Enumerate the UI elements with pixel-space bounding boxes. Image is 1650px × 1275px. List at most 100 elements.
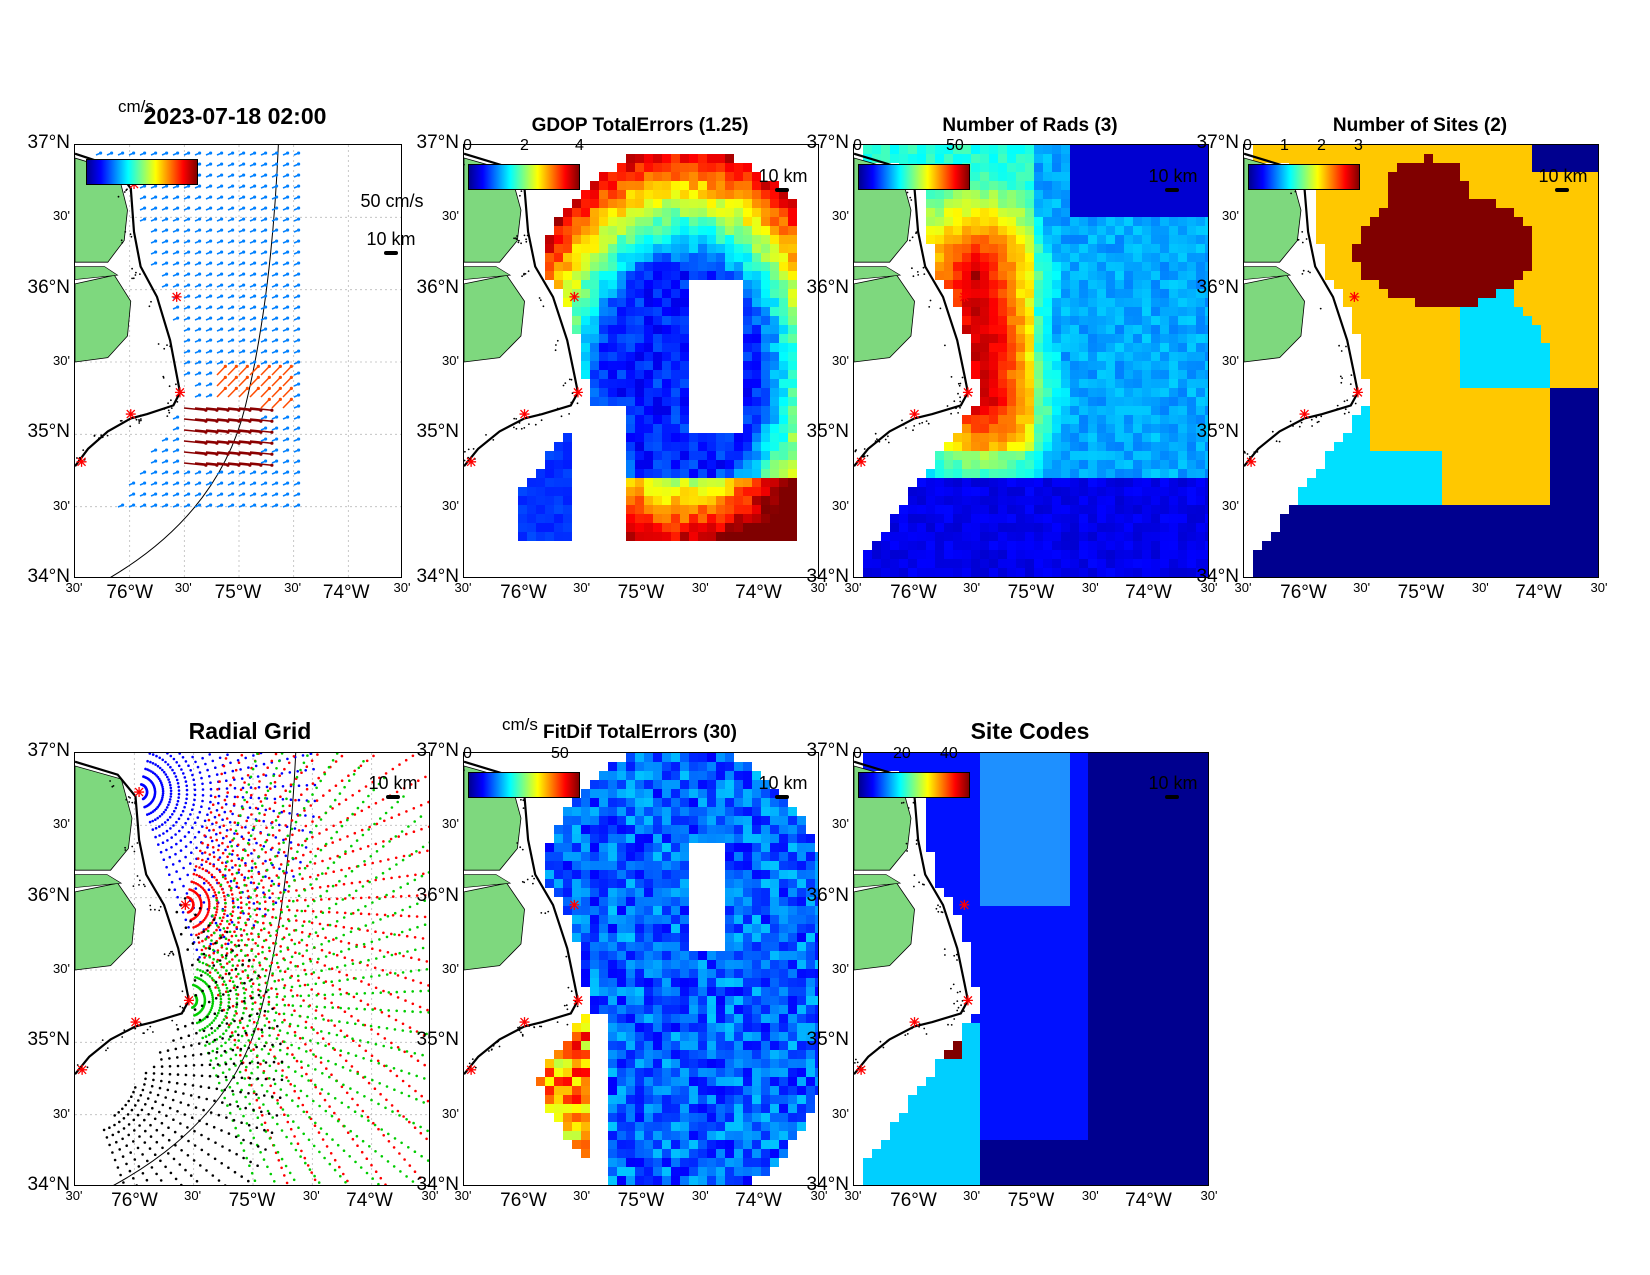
data-cell (1343, 451, 1352, 460)
data-cell (725, 478, 734, 487)
data-cell (989, 244, 998, 253)
data-cell (1406, 325, 1415, 334)
vector-head (176, 151, 179, 154)
data-cell (644, 424, 653, 433)
data-cell (1415, 379, 1424, 388)
data-cell (734, 505, 743, 514)
data-cell (743, 424, 752, 433)
data-cell (680, 316, 689, 325)
data-cell (680, 460, 689, 469)
data-cell (1352, 505, 1361, 514)
data-cell (1442, 361, 1451, 370)
data-cell (707, 505, 716, 514)
data-cell (1151, 469, 1160, 478)
data-cell (770, 343, 779, 352)
data-cell (998, 568, 1007, 577)
data-cell (1469, 289, 1478, 298)
data-cell (971, 352, 980, 361)
data-cell (1496, 253, 1505, 262)
data-cell (1097, 370, 1106, 379)
data-cell (1352, 307, 1361, 316)
data-cell (1169, 325, 1178, 334)
data-cell (1406, 181, 1415, 190)
data-cell (1061, 145, 1070, 154)
data-cell (1124, 424, 1133, 433)
data-cell (644, 451, 653, 460)
shore-dot (876, 438, 878, 440)
data-cell (1523, 325, 1532, 334)
data-cell (1151, 523, 1160, 532)
data-cell (1568, 424, 1577, 433)
data-cell (1523, 496, 1532, 505)
data-cell (998, 523, 1007, 532)
data-cell (1187, 406, 1196, 415)
data-cell (1343, 244, 1352, 253)
data-cell (1487, 334, 1496, 343)
data-cell (917, 478, 926, 487)
data-cell (1388, 442, 1397, 451)
data-cell (1469, 208, 1478, 217)
data-cell (788, 469, 797, 478)
data-cell (1334, 235, 1343, 244)
data-cell (1415, 262, 1424, 271)
data-cell (962, 415, 971, 424)
vector-head (176, 503, 179, 506)
data-cell (1115, 550, 1124, 559)
data-cell (1379, 289, 1388, 298)
data-cell (1205, 442, 1209, 451)
data-cell (788, 244, 797, 253)
data-cell (1415, 370, 1424, 379)
data-cell (1160, 361, 1169, 370)
data-cell (770, 361, 779, 370)
data-cell (680, 235, 689, 244)
data-cell (1523, 307, 1532, 316)
data-cell (1361, 370, 1370, 379)
data-cell (1550, 532, 1559, 541)
vector-head (242, 327, 245, 330)
shore-dot (912, 236, 914, 238)
shore-dot (167, 402, 169, 404)
data-cell (1550, 334, 1559, 343)
data-cell (917, 514, 926, 523)
data-cell (1415, 271, 1424, 280)
vector-head (165, 151, 168, 154)
data-cell (1196, 514, 1205, 523)
data-cell (1025, 514, 1034, 523)
data-cell (590, 316, 599, 325)
data-cell (1415, 172, 1424, 181)
data-cell (1442, 442, 1451, 451)
shore-dot (863, 456, 865, 458)
data-cell (1532, 343, 1541, 352)
data-cell (1325, 478, 1334, 487)
data-cell (1034, 217, 1043, 226)
data-cell (1397, 496, 1406, 505)
data-cell (1415, 316, 1424, 325)
data-cell (1034, 415, 1043, 424)
data-cell (1205, 478, 1209, 487)
data-cell (725, 460, 734, 469)
data-cell (1478, 532, 1487, 541)
data-cell (1460, 199, 1469, 208)
data-cell (1496, 190, 1505, 199)
data-cell (1070, 577, 1079, 578)
data-cell (1469, 523, 1478, 532)
data-cell (1034, 568, 1043, 577)
data-cell (599, 316, 608, 325)
data-cell (980, 460, 989, 469)
data-cell (1568, 532, 1577, 541)
data-cell (689, 478, 698, 487)
vector-head (154, 492, 157, 495)
data-cell (734, 532, 743, 541)
data-cell (1370, 415, 1379, 424)
data-cell (1106, 442, 1115, 451)
site-marker (172, 292, 182, 302)
data-cell (1097, 559, 1106, 568)
data-cell (608, 253, 617, 262)
vector-head (165, 228, 168, 231)
data-cell (770, 253, 779, 262)
data-cell (554, 442, 563, 451)
data-cell (1568, 190, 1577, 199)
data-cell (1541, 370, 1550, 379)
data-cell (1496, 316, 1505, 325)
vector-head (297, 250, 300, 253)
